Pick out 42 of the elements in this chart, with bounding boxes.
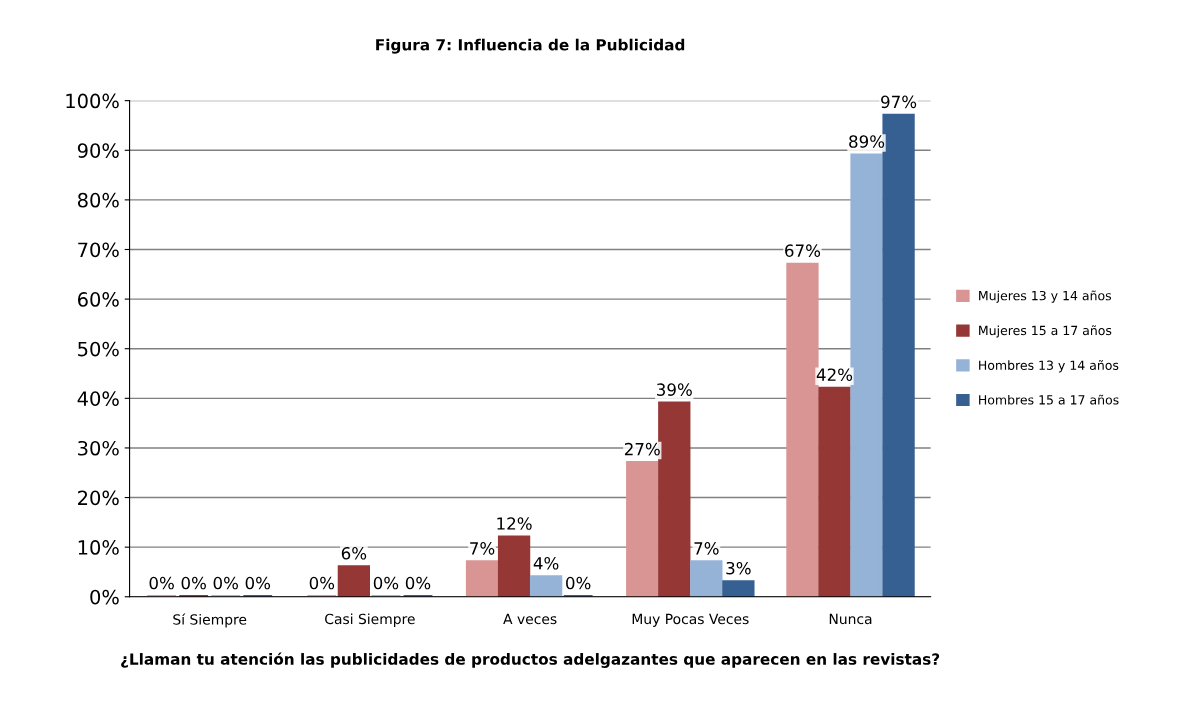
data-label: 42% [816, 368, 853, 382]
legend-label: Hombres 15 a 17 años [979, 394, 1119, 405]
data-label: 0% [181, 576, 206, 590]
data-label: 7% [470, 542, 495, 555]
data-label: 6% [341, 547, 367, 560]
data-label: 97% [881, 95, 917, 109]
y-tick-label: 100% [66, 93, 119, 109]
y-tick-label: 90% [77, 143, 119, 158]
x-tick-label: Nunca [829, 613, 872, 625]
data-label: 7% [694, 542, 719, 555]
x-tick-label: Muy Pocas Veces [632, 613, 749, 627]
data-label: 4% [533, 556, 559, 570]
y-tick-label: 40% [77, 391, 119, 406]
data-label: 0% [373, 576, 399, 590]
y-tick-label: 80% [77, 192, 119, 208]
chart-title: Figura 7: Influencia de la Publicidad [376, 38, 685, 54]
data-label: 12% [497, 517, 532, 530]
data-label: 3% [726, 561, 751, 575]
y-tick-label: 70% [78, 242, 119, 258]
data-label: 0% [566, 576, 591, 590]
data-label: 89% [849, 135, 885, 148]
x-axis-title: ¿Llaman tu atención las publicidades de productos adelgazantes que aparecen en las revistas? [121, 652, 940, 668]
data-label: 39% [657, 383, 692, 396]
data-label: 0% [149, 576, 174, 590]
data-label: 0% [245, 576, 271, 590]
y-tick-label: 10% [78, 540, 119, 555]
y-tick-label: 30% [78, 440, 119, 456]
data-label: 0% [309, 576, 335, 590]
data-label: 27% [624, 442, 660, 456]
legend-label: Mujeres 15 a 17 años [979, 325, 1112, 338]
x-tick-label: Sí Siempre [173, 613, 247, 628]
y-tick-label: 0% [90, 589, 119, 605]
legend-label: Hombres 13 y 14 años [979, 360, 1119, 373]
data-label: 0% [405, 576, 431, 590]
data-label: 67% [785, 244, 821, 257]
y-tick-label: 60% [78, 292, 119, 307]
legend-label: Mujeres 13 y 14 años [979, 290, 1112, 303]
y-tick-label: 50% [78, 341, 119, 357]
x-tick-label: A veces [503, 613, 557, 625]
data-label: 0% [213, 576, 239, 590]
x-tick-label: Casi Siempre [325, 613, 415, 627]
y-tick-label: 20% [78, 490, 119, 506]
